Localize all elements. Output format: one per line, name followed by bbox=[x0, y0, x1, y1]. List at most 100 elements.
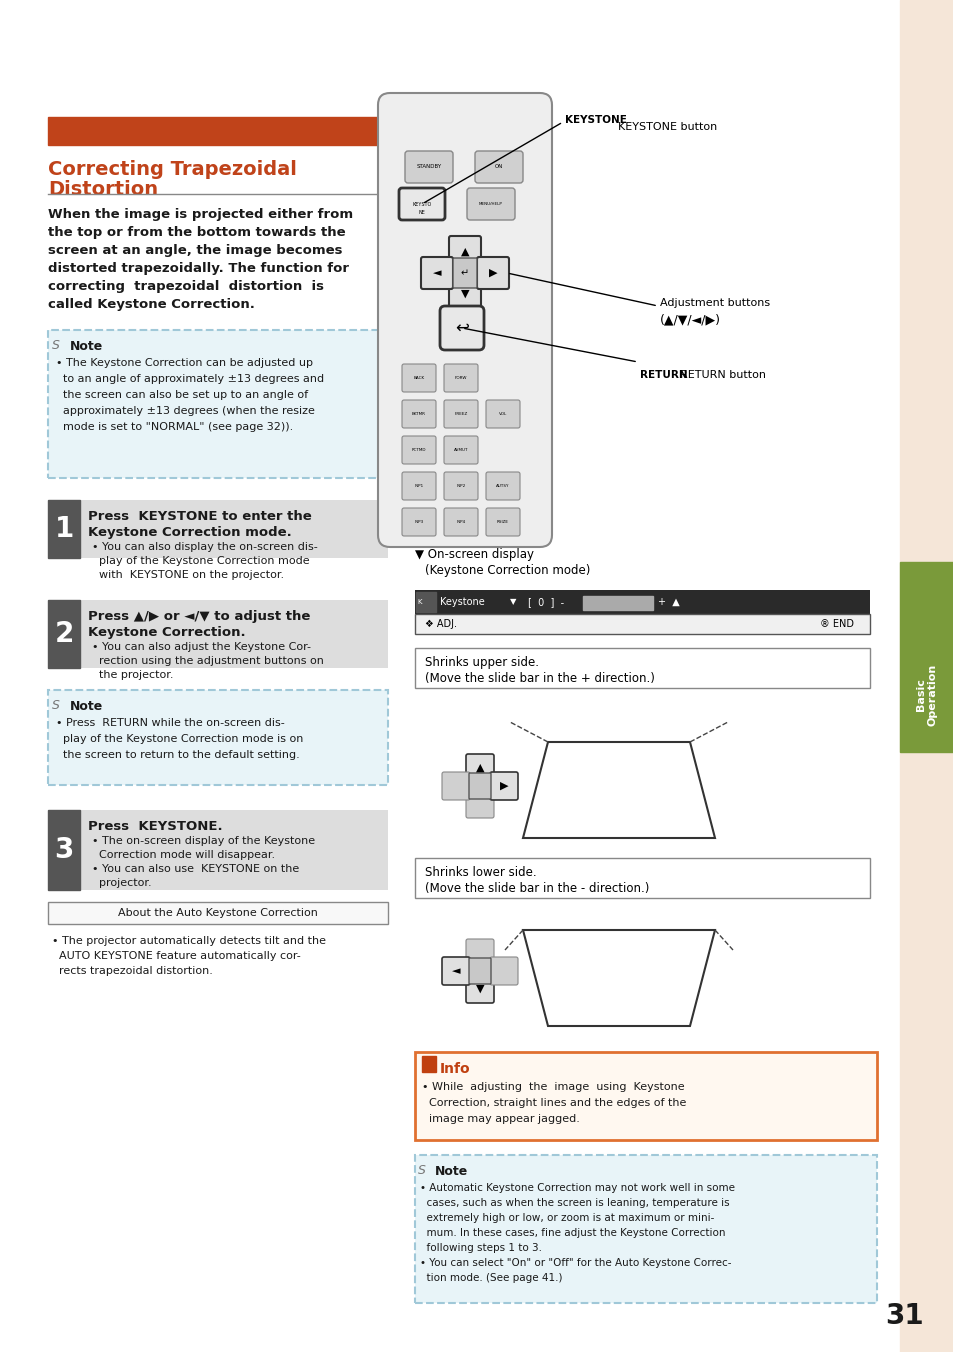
Text: ▶: ▶ bbox=[488, 268, 497, 279]
Text: rects trapezoidal distortion.: rects trapezoidal distortion. bbox=[52, 965, 213, 976]
Text: approximately ±13 degrees (when the resize: approximately ±13 degrees (when the resi… bbox=[56, 406, 314, 416]
Text: [  0  ]  -: [ 0 ] - bbox=[527, 598, 563, 607]
Text: FREEZ: FREEZ bbox=[454, 412, 467, 416]
Text: ▼: ▼ bbox=[460, 289, 469, 299]
Text: KEYSTONE: KEYSTONE bbox=[564, 115, 626, 124]
FancyBboxPatch shape bbox=[465, 975, 494, 1003]
Text: AUTSY: AUTSY bbox=[496, 484, 509, 488]
Text: Basic
Operation: Basic Operation bbox=[915, 664, 937, 726]
FancyBboxPatch shape bbox=[48, 600, 388, 668]
FancyBboxPatch shape bbox=[467, 188, 515, 220]
FancyBboxPatch shape bbox=[48, 810, 388, 890]
Text: Adjustment buttons: Adjustment buttons bbox=[659, 297, 769, 308]
Bar bbox=[582, 596, 652, 610]
Text: play of the Keystone Correction mode: play of the Keystone Correction mode bbox=[91, 556, 310, 566]
Text: • You can also use  KEYSTONE on the: • You can also use KEYSTONE on the bbox=[91, 864, 299, 873]
FancyBboxPatch shape bbox=[48, 500, 388, 558]
FancyBboxPatch shape bbox=[415, 1052, 876, 1140]
FancyBboxPatch shape bbox=[485, 472, 519, 500]
FancyBboxPatch shape bbox=[401, 472, 436, 500]
Polygon shape bbox=[522, 742, 714, 838]
Text: MENU/HELP: MENU/HELP bbox=[478, 201, 502, 206]
Text: the screen can also be set up to an angle of: the screen can also be set up to an angl… bbox=[56, 389, 308, 400]
Text: with  KEYSTONE on the projector.: with KEYSTONE on the projector. bbox=[91, 571, 284, 580]
Text: 3: 3 bbox=[54, 836, 73, 864]
Text: STANDBY: STANDBY bbox=[416, 165, 441, 169]
Text: PCTMD: PCTMD bbox=[412, 448, 426, 452]
Text: KEYSTONE button: KEYSTONE button bbox=[618, 122, 717, 132]
Bar bbox=[48, 118, 388, 145]
Text: ◄: ◄ bbox=[433, 268, 441, 279]
Text: • You can also display the on-screen dis-: • You can also display the on-screen dis… bbox=[91, 542, 317, 552]
Text: projector.: projector. bbox=[91, 877, 152, 888]
FancyBboxPatch shape bbox=[401, 435, 436, 464]
FancyBboxPatch shape bbox=[441, 772, 470, 800]
FancyBboxPatch shape bbox=[443, 472, 477, 500]
Text: ▼: ▼ bbox=[510, 598, 516, 607]
Text: Press  KEYSTONE to enter the: Press KEYSTONE to enter the bbox=[88, 510, 312, 523]
Bar bbox=[48, 810, 80, 890]
Text: • While  adjusting  the  image  using  Keystone: • While adjusting the image using Keysto… bbox=[421, 1082, 684, 1092]
Text: ® END: ® END bbox=[820, 619, 853, 629]
Text: • The on-screen display of the Keystone: • The on-screen display of the Keystone bbox=[91, 836, 314, 846]
Text: (Keystone Correction mode): (Keystone Correction mode) bbox=[424, 564, 590, 577]
Text: Keystone Correction mode.: Keystone Correction mode. bbox=[88, 526, 292, 539]
Text: tion mode. (See page 41.): tion mode. (See page 41.) bbox=[419, 1274, 562, 1283]
Bar bbox=[415, 648, 869, 688]
FancyBboxPatch shape bbox=[490, 957, 517, 986]
Text: Keystone: Keystone bbox=[439, 598, 484, 607]
Text: ▲: ▲ bbox=[476, 763, 484, 773]
FancyBboxPatch shape bbox=[377, 93, 552, 548]
Text: 31: 31 bbox=[884, 1302, 923, 1330]
FancyBboxPatch shape bbox=[401, 364, 436, 392]
Text: NE: NE bbox=[418, 210, 425, 215]
FancyBboxPatch shape bbox=[485, 508, 519, 535]
FancyBboxPatch shape bbox=[441, 957, 470, 986]
Text: ▶: ▶ bbox=[499, 781, 508, 791]
Text: Note: Note bbox=[70, 339, 103, 353]
Text: Press  KEYSTONE.: Press KEYSTONE. bbox=[88, 821, 222, 833]
Text: rection using the adjustment buttons on: rection using the adjustment buttons on bbox=[91, 656, 323, 667]
FancyBboxPatch shape bbox=[469, 773, 491, 799]
Text: the projector.: the projector. bbox=[91, 671, 173, 680]
Text: INP1: INP1 bbox=[414, 484, 423, 488]
FancyBboxPatch shape bbox=[443, 364, 477, 392]
Bar bbox=[899, 562, 953, 752]
Text: Note: Note bbox=[70, 700, 103, 713]
Text: ON: ON bbox=[495, 165, 502, 169]
Text: Shrinks lower side.: Shrinks lower side. bbox=[424, 867, 536, 879]
Text: INP3: INP3 bbox=[414, 521, 423, 525]
FancyBboxPatch shape bbox=[439, 306, 483, 350]
Text: ▲: ▲ bbox=[460, 247, 469, 257]
Bar bbox=[415, 589, 869, 614]
Text: called Keystone Correction.: called Keystone Correction. bbox=[48, 297, 254, 311]
Polygon shape bbox=[522, 930, 714, 1026]
Text: Correction, straight lines and the edges of the: Correction, straight lines and the edges… bbox=[421, 1098, 685, 1109]
Text: • The Keystone Correction can be adjusted up: • The Keystone Correction can be adjuste… bbox=[56, 358, 313, 368]
Text: (Move the slide bar in the - direction.): (Move the slide bar in the - direction.) bbox=[424, 882, 649, 895]
Text: extremely high or low, or zoom is at maximum or mini-: extremely high or low, or zoom is at max… bbox=[419, 1213, 714, 1224]
Text: • Automatic Keystone Correction may not work well in some: • Automatic Keystone Correction may not … bbox=[419, 1183, 734, 1192]
FancyBboxPatch shape bbox=[48, 330, 388, 479]
Text: to an angle of approximately ±13 degrees and: to an angle of approximately ±13 degrees… bbox=[56, 375, 324, 384]
Bar bbox=[415, 859, 869, 898]
Text: ❖ ADJ.: ❖ ADJ. bbox=[424, 619, 456, 629]
Text: ↵: ↵ bbox=[460, 268, 469, 279]
Bar bbox=[421, 1056, 436, 1072]
FancyBboxPatch shape bbox=[420, 257, 453, 289]
FancyBboxPatch shape bbox=[449, 237, 480, 268]
FancyBboxPatch shape bbox=[453, 258, 476, 288]
FancyBboxPatch shape bbox=[48, 902, 388, 923]
FancyBboxPatch shape bbox=[465, 754, 494, 781]
FancyBboxPatch shape bbox=[443, 508, 477, 535]
Text: BKTMR: BKTMR bbox=[412, 412, 426, 416]
Text: INP2: INP2 bbox=[456, 484, 465, 488]
Text: • You can select "On" or "Off" for the Auto Keystone Correc-: • You can select "On" or "Off" for the A… bbox=[419, 1257, 731, 1268]
Text: image may appear jagged.: image may appear jagged. bbox=[421, 1114, 579, 1124]
Text: mode is set to "NORMAL" (see page 32)).: mode is set to "NORMAL" (see page 32)). bbox=[56, 422, 293, 433]
FancyBboxPatch shape bbox=[401, 400, 436, 429]
Text: • Press  RETURN while the on-screen dis-: • Press RETURN while the on-screen dis- bbox=[56, 718, 284, 727]
FancyBboxPatch shape bbox=[401, 508, 436, 535]
Text: correcting  trapezoidal  distortion  is: correcting trapezoidal distortion is bbox=[48, 280, 324, 293]
Text: Note: Note bbox=[435, 1165, 468, 1178]
